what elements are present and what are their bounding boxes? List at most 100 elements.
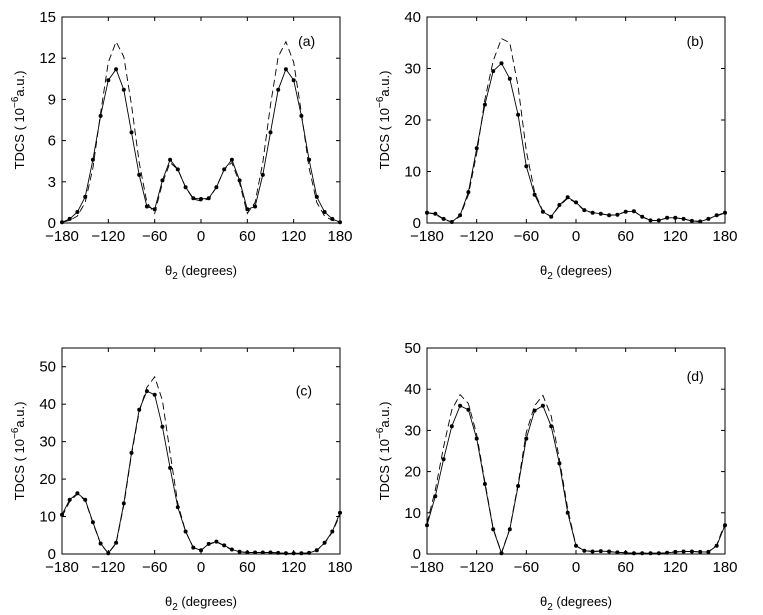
x-tick-label: 60 bbox=[239, 559, 256, 576]
data-point bbox=[106, 78, 111, 83]
data-point bbox=[137, 172, 142, 177]
x-tick-label: 60 bbox=[239, 228, 256, 245]
data-point bbox=[425, 523, 429, 528]
y-tick-label: 15 bbox=[39, 9, 56, 26]
y-tick-label: 9 bbox=[48, 91, 56, 108]
data-point bbox=[557, 203, 562, 207]
y-axis-label: TDCS ( 10−6a.u.) bbox=[10, 402, 27, 501]
data-point bbox=[283, 67, 288, 72]
x-tick-label: −60 bbox=[514, 559, 539, 576]
x-tick-label: −120 bbox=[91, 228, 125, 245]
plot-frame bbox=[426, 347, 726, 555]
solid-series-line bbox=[426, 405, 726, 555]
panel-label: (d) bbox=[687, 368, 704, 384]
panel-label: (b) bbox=[687, 33, 704, 49]
data-point bbox=[681, 216, 686, 221]
solid-series-line bbox=[426, 62, 726, 223]
x-axis-label: θ2 (degrees) bbox=[540, 263, 612, 282]
x-tick-label: 180 bbox=[327, 559, 352, 576]
data-point bbox=[474, 146, 479, 151]
plot-frame bbox=[61, 347, 341, 555]
y-tick-label: 50 bbox=[39, 359, 56, 376]
data-point bbox=[714, 213, 719, 218]
data-point bbox=[557, 461, 562, 466]
y-axis-label-main: TDCS ( 10 bbox=[377, 108, 392, 169]
x-tick-label: 0 bbox=[197, 228, 205, 245]
y-tick-label: 30 bbox=[404, 61, 421, 78]
data-point bbox=[458, 403, 463, 408]
data-point bbox=[160, 424, 165, 429]
data-point bbox=[114, 540, 119, 545]
data-point bbox=[648, 218, 653, 223]
y-axis-label-units: a.u.) bbox=[12, 402, 27, 428]
panel-c: −180 −120 −60 0 60 120 180 0 10 20 30 40 50 θ2 (degre… bbox=[10, 347, 353, 613]
data-point bbox=[229, 157, 234, 162]
panel-d: −180 −120 −60 0 60 120 180 0 10 20 30 40 50 θ2 (degre… bbox=[375, 340, 738, 613]
data-point bbox=[590, 549, 595, 554]
y-axis-label-units: a.u.) bbox=[377, 71, 392, 97]
y-tick-label: 10 bbox=[404, 505, 421, 522]
data-point bbox=[183, 529, 188, 534]
data-point bbox=[466, 407, 471, 412]
x-tick-label: 180 bbox=[327, 228, 352, 245]
dashed-series-line bbox=[426, 393, 726, 555]
data-point bbox=[67, 216, 72, 221]
y-axis-label-exponent: −6 bbox=[375, 427, 386, 439]
data-point bbox=[114, 67, 119, 72]
y-tick-label: 0 bbox=[48, 546, 56, 563]
data-point bbox=[549, 424, 554, 429]
data-point bbox=[491, 69, 496, 74]
data-point bbox=[299, 551, 304, 556]
data-point bbox=[656, 551, 661, 556]
y-axis-label: TDCS ( 10−6a.u.) bbox=[375, 71, 392, 170]
data-point bbox=[245, 207, 250, 212]
y-tick-label: 30 bbox=[404, 422, 421, 439]
data-point bbox=[144, 204, 149, 209]
plot-frame bbox=[426, 16, 726, 224]
x-tick-label: −120 bbox=[460, 228, 494, 245]
x-tick-label: −180 bbox=[410, 228, 444, 245]
data-point bbox=[199, 197, 203, 201]
data-point bbox=[540, 403, 545, 408]
data-point bbox=[491, 527, 496, 532]
data-point bbox=[245, 550, 250, 555]
dashed-series-line bbox=[61, 375, 341, 555]
y-tick-label: 20 bbox=[404, 464, 421, 481]
x-axis-label-units: (degrees) bbox=[178, 263, 237, 278]
data-point bbox=[260, 172, 265, 177]
x-axis-label-units: (degrees) bbox=[553, 263, 612, 278]
data-point bbox=[623, 550, 628, 555]
x-tick-label: 120 bbox=[281, 559, 306, 576]
data-point bbox=[441, 457, 446, 462]
data-point bbox=[714, 543, 719, 548]
x-axis-label: θ2 (degrees) bbox=[540, 594, 612, 613]
y-tick-label: 3 bbox=[48, 174, 56, 191]
y-axis-label-units: a.u.) bbox=[12, 71, 27, 97]
x-tick-label: −180 bbox=[45, 228, 79, 245]
y-axis-label-main: TDCS ( 10 bbox=[12, 108, 27, 169]
x-tick-label: 60 bbox=[617, 559, 634, 576]
y-tick-label: 50 bbox=[404, 340, 421, 357]
y-tick-label: 12 bbox=[39, 50, 56, 67]
solid-series-line bbox=[61, 390, 341, 555]
x-axis-label-subscript: 2 bbox=[172, 271, 178, 282]
data-point bbox=[656, 218, 661, 223]
y-axis-label: TDCS ( 10−6a.u.) bbox=[375, 402, 392, 501]
x-tick-label: −120 bbox=[460, 559, 494, 576]
data-point bbox=[175, 167, 180, 172]
y-tick-label: 30 bbox=[39, 434, 56, 451]
x-axis-label-theta: θ bbox=[165, 263, 172, 278]
data-point bbox=[565, 195, 570, 200]
data-point bbox=[222, 543, 227, 548]
x-tick-label: 0 bbox=[572, 228, 580, 245]
y-tick-label: 20 bbox=[404, 112, 421, 129]
y-axis-label-exponent: −6 bbox=[10, 427, 21, 439]
data-point bbox=[253, 204, 258, 209]
y-axis-label-main: TDCS ( 10 bbox=[12, 439, 27, 500]
data-point bbox=[191, 196, 196, 201]
x-tick-label: −60 bbox=[514, 228, 539, 245]
x-tick-label: −60 bbox=[142, 228, 167, 245]
data-point bbox=[474, 436, 479, 441]
data-point bbox=[516, 112, 521, 117]
